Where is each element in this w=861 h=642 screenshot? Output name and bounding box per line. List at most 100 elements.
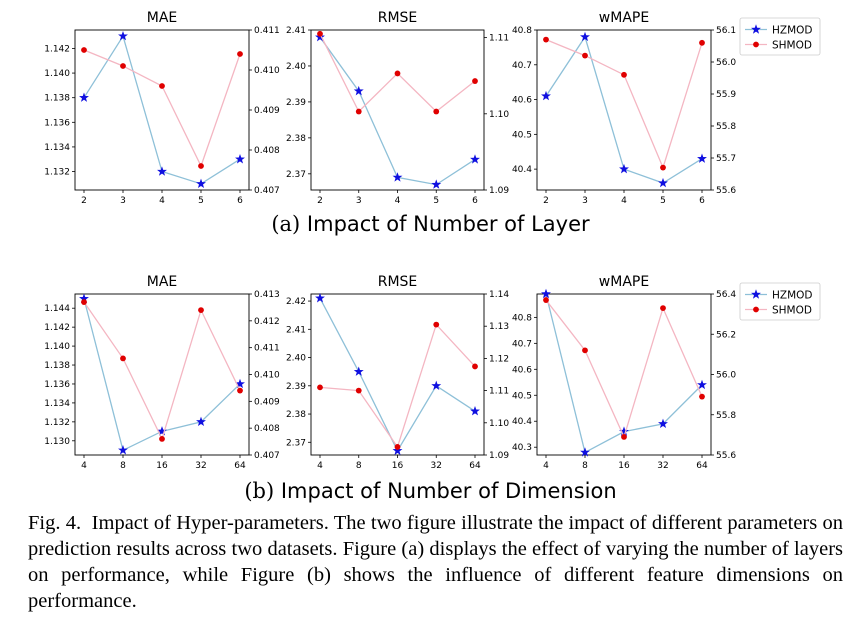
chart-panel-a-wmape: wMAPE 2 3 4 5 6 40.4 40.5 40.6 40.7 40.8 55.6 55.7 55…: [512, 10, 736, 206]
y-right-tick-label: 1.14: [489, 290, 509, 300]
y-right-tick-label: 56.0: [716, 371, 736, 381]
subfigure-a-title: Impact of Number of Layer: [306, 212, 590, 236]
x-tick-label: 5: [198, 196, 204, 206]
y-left-tick-label: 1.142: [44, 44, 70, 54]
data-point-shmod: [543, 297, 549, 303]
y-right-tick-label: 1.09: [489, 186, 509, 196]
data-point-shmod: [472, 78, 478, 84]
chart-title: MAE: [147, 10, 178, 26]
data-point-shmod: [660, 305, 666, 311]
x-tick-label: 2: [317, 196, 323, 206]
data-point-shmod: [81, 299, 87, 305]
y-left-tick-label: 40.6: [512, 365, 532, 375]
y-right-tick-label: 0.409: [254, 106, 280, 116]
y-right-tick-label: 56.2: [716, 330, 736, 340]
x-tick-label: 8: [356, 461, 362, 471]
chart-panel-b-rmse: RMSE 4 8 16 32 64 2.37 2.38 2.39 2.40 2.41 2.42 1.09…: [286, 274, 509, 471]
y-left-tick-label: 1.142: [44, 323, 70, 333]
legend-hzmod-label: HZMOD: [772, 290, 813, 302]
data-point-hzmod: [315, 293, 325, 303]
data-point-shmod: [81, 47, 87, 53]
y-right-tick-label: 55.6: [716, 451, 736, 461]
chart-title: RMSE: [378, 274, 418, 290]
legend-b: HZMOD SHMOD: [739, 282, 821, 321]
data-point-shmod: [699, 39, 705, 46]
data-point-shmod: [394, 70, 401, 77]
y-left-tick-label: 2.40: [286, 62, 306, 72]
chart-panel-b-wmape: wMAPE 4 8 16 32 64 40.3 40.4 40.5 40.6 40.7 40.8 55.…: [512, 274, 736, 471]
data-point-shmod: [472, 363, 478, 370]
data-point-hzmod: [157, 166, 167, 176]
data-point-shmod: [433, 108, 440, 115]
legend-hzmod-label: HZMOD: [772, 25, 813, 37]
data-point-shmod: [237, 51, 243, 57]
x-tick-label: 6: [237, 196, 243, 206]
legend-box: [739, 282, 821, 321]
y-left-tick-label: 40.3: [512, 443, 532, 453]
data-point-hzmod: [619, 426, 629, 436]
data-point-shmod: [120, 63, 126, 69]
chart-title: RMSE: [378, 10, 418, 26]
data-point-hzmod: [470, 154, 480, 164]
y-left-tick-label: 40.7: [512, 339, 532, 349]
x-tick-label: 4: [81, 461, 87, 471]
series-line-shmod: [83, 301, 241, 441]
data-point-shmod: [317, 30, 323, 37]
legend-a: HZMOD SHMOD: [739, 17, 821, 56]
y-left-tick-label: 1.134: [44, 143, 70, 153]
plot-frame: [310, 29, 485, 191]
legend-shmod-marker: [753, 306, 759, 313]
y-left-tick-label: 2.37: [286, 438, 306, 448]
subfigure-b-letter: (b): [244, 479, 275, 503]
chart-title: wMAPE: [599, 274, 649, 290]
x-tick-label: 4: [543, 461, 549, 471]
data-point-shmod: [198, 307, 204, 313]
data-point-hzmod: [353, 85, 364, 96]
subfigure-a-caption: (a) Impact of Number of Layer: [0, 212, 861, 236]
y-left-tick-label: 2.37: [286, 170, 306, 180]
y-right-tick-label: 0.409: [254, 397, 280, 407]
y-left-tick-label: 1.144: [44, 304, 70, 314]
chart-panel-a-rmse: RMSE 2 3 4 5 6 2.37 2.38 2.39 2.40 2.41 1.09 1.10 1.1…: [286, 10, 509, 206]
y-right-tick-label: 1.12: [489, 354, 509, 364]
x-tick-label: 4: [159, 196, 165, 206]
y-right-tick-label: 55.8: [716, 411, 736, 421]
x-tick-label: 5: [660, 196, 666, 206]
data-point-hzmod: [697, 379, 707, 390]
data-point-hzmod: [235, 154, 245, 164]
x-tick-label: 2: [543, 196, 549, 206]
data-point-shmod: [120, 355, 126, 362]
y-left-tick-label: 2.38: [286, 134, 306, 144]
y-right-tick-label: 0.411: [254, 344, 280, 354]
y-right-tick-label: 0.410: [254, 66, 280, 76]
x-tick-label: 64: [234, 461, 246, 471]
data-point-hzmod: [541, 90, 551, 101]
x-tick-label: 16: [618, 461, 630, 471]
y-left-tick-label: 1.132: [44, 168, 70, 178]
chart-panel-b-mae: MAE 4 8 16 32 64 1.130 1.132 1.134 1.136 1.138 1.14…: [44, 274, 280, 471]
y-left-tick-label: 1.136: [44, 118, 70, 128]
x-tick-label: 4: [621, 196, 627, 206]
data-point-shmod: [394, 444, 401, 450]
subfigure-b-title: Impact of Number of Dimension: [280, 479, 617, 503]
series-line-hzmod: [545, 35, 703, 184]
y-right-tick-label: 56.4: [716, 290, 736, 300]
data-point-hzmod: [392, 445, 403, 455]
x-tick-label: 2: [81, 196, 87, 206]
x-tick-label: 32: [657, 461, 668, 471]
y-left-tick-label: 1.132: [44, 418, 70, 428]
y-right-tick-label: 0.413: [254, 290, 280, 300]
y-right-tick-label: 1.11: [489, 34, 509, 44]
x-tick-label: 32: [195, 461, 206, 471]
y-right-tick-label: 1.10: [489, 110, 509, 120]
data-point-shmod: [355, 108, 362, 115]
x-tick-label: 16: [156, 461, 168, 471]
y-right-tick-label: 55.7: [716, 154, 736, 164]
legend-shmod-marker: [753, 41, 759, 48]
data-point-shmod: [621, 433, 627, 440]
data-point-hzmod: [658, 177, 668, 188]
data-point-hzmod: [580, 447, 590, 457]
series-line-shmod: [545, 38, 703, 170]
data-point-hzmod: [196, 416, 206, 427]
